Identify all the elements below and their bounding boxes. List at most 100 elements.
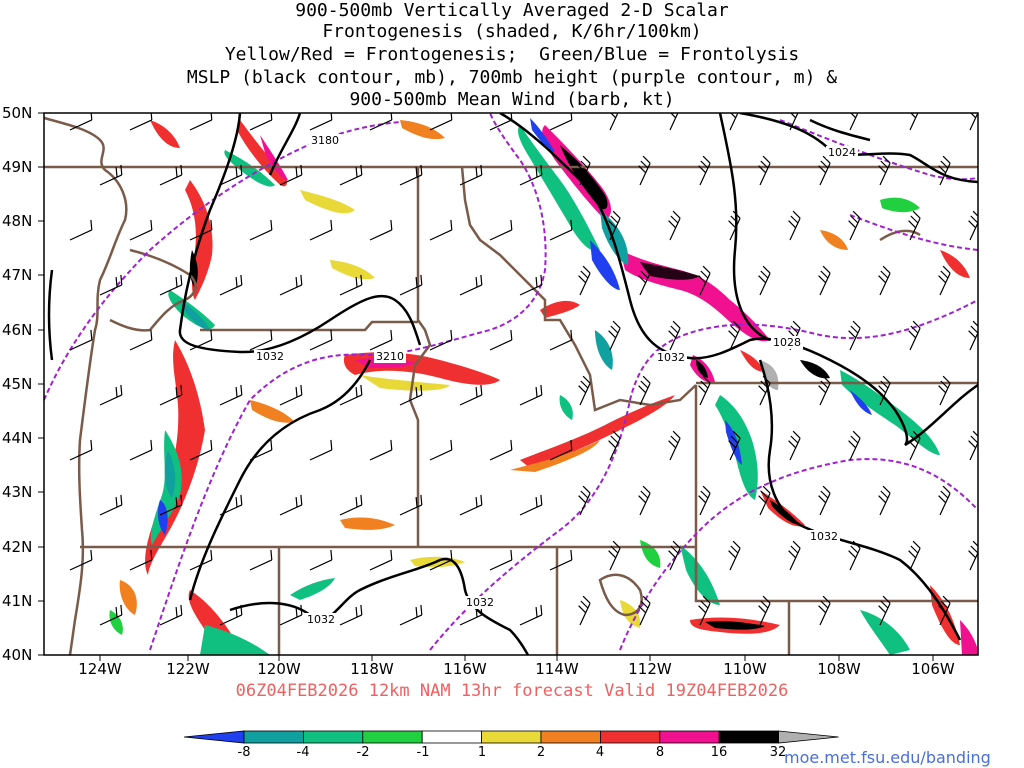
title-line-5: 900-500mb Mean Wind (barb, kt) (349, 89, 675, 110)
wind-barb-feather (762, 375, 771, 384)
wind-barb-feather (910, 325, 919, 334)
wind-barb-shaft (489, 449, 513, 461)
wind-barb-shaft (99, 174, 123, 186)
wind-barb-feather (580, 380, 589, 389)
wind-barb-feather (578, 385, 587, 394)
wind-barb-feather (535, 277, 538, 288)
wind-barb-shaft (579, 272, 591, 296)
wind-barb-feather (450, 549, 453, 560)
wind-barb-feather (728, 550, 737, 559)
wind-barb-shaft (789, 547, 801, 571)
wind-barb-feather (330, 549, 333, 560)
wind-barb-shaft (219, 614, 243, 626)
wind-barb-shaft (759, 162, 771, 186)
wind-barb-feather (852, 210, 861, 219)
wind-barb-shaft (759, 382, 771, 406)
wind-barb-feather (908, 220, 917, 229)
height-contours-700mb (44, 113, 978, 651)
wind-barb-feather (180, 604, 183, 615)
wind-barb-feather (762, 485, 771, 494)
wind-barb-feather (608, 220, 617, 229)
wind-barb-feather (480, 494, 483, 505)
wind-barb-feather (672, 320, 681, 329)
wind-barb-shaft (189, 339, 213, 351)
wind-barb-feather (698, 495, 707, 504)
source-credit[interactable]: moe.met.fsu.edu/banding (784, 748, 991, 767)
wind-barb-feather (578, 495, 587, 504)
wind-barb-feather (670, 435, 679, 444)
wind-barb-shaft (759, 492, 771, 516)
wind-barb-feather (668, 220, 677, 229)
wind-barb-shaft (459, 394, 483, 406)
wind-barb-shaft (189, 449, 213, 461)
wind-barb-feather (300, 604, 303, 615)
oregon-washington-border (200, 320, 418, 332)
wind-barb-feather (760, 270, 769, 279)
wind-barb-feather (938, 275, 947, 284)
wind-barb-shaft (579, 162, 591, 186)
wind-barb-shaft (849, 327, 861, 351)
wind-barb-feather (330, 113, 333, 120)
wind-barb-feather (758, 275, 767, 284)
wind-barb-feather (642, 155, 651, 164)
wind-barb-feather (857, 113, 858, 114)
wind-barb-feather (917, 113, 918, 114)
wind-barb-feather (475, 277, 478, 288)
wind-barb-shaft (429, 449, 453, 461)
wind-barb-feather (235, 387, 238, 398)
legend-tick-label: -1 (416, 745, 430, 760)
wind-barb-feather (115, 497, 118, 508)
mslp-contour-1032-east (758, 359, 962, 641)
wind-barb-shaft (159, 614, 183, 626)
wind-barb-shaft (639, 162, 651, 186)
contour-label-1024: 1024 (828, 146, 856, 159)
wind-barb-feather (617, 113, 618, 114)
wind-barb-feather (390, 549, 393, 560)
wind-barb-feather (415, 277, 418, 288)
wind-barb-shaft (669, 327, 681, 351)
wind-barb-shaft (219, 174, 243, 186)
wind-barb-feather (295, 277, 298, 288)
wind-barb-shaft (129, 449, 153, 461)
wind-barb-feather (175, 387, 178, 398)
wind-barb-feather (878, 275, 887, 284)
wind-barb-feather (848, 330, 857, 339)
wind-barb-feather (760, 160, 769, 169)
wind-barbs (69, 101, 978, 626)
wind-barb-feather (670, 325, 679, 334)
wind-barb-shaft (339, 174, 363, 186)
wind-barb-feather (540, 164, 543, 175)
wind-barb-shaft (549, 559, 573, 571)
wind-barb-feather (698, 605, 707, 614)
wyoming-border (694, 385, 978, 603)
wind-barb-shaft (489, 229, 513, 241)
wind-barb-shaft (189, 229, 213, 241)
wind-barb-shaft (279, 174, 303, 186)
wind-barb-feather (355, 277, 358, 288)
wind-barb-feather (790, 435, 799, 444)
wind-barb-feather (670, 215, 679, 224)
wind-barb-shaft (399, 394, 423, 406)
wind-barb-feather (728, 440, 737, 449)
wind-barb-shaft (969, 441, 978, 461)
lat-label-49n: 49N (2, 158, 33, 176)
wind-barb-feather (582, 595, 591, 604)
wind-barb-shaft (339, 394, 363, 406)
wind-barb-feather (913, 101, 920, 108)
wind-barb-feather (360, 604, 363, 615)
wind-barb-shaft (489, 339, 513, 351)
wind-barb-feather (415, 167, 418, 178)
contour-labels: 3180 3210 1024 1028 1032 1032 1032 1032 … (254, 134, 858, 626)
wind-barb-feather (612, 320, 621, 329)
wind-barb-feather (820, 600, 829, 609)
wind-barb-feather (450, 219, 453, 230)
wind-barb-feather (640, 270, 649, 279)
lat-label-45n: 45N (2, 375, 33, 393)
legend-tick-label: 8 (655, 745, 665, 760)
wind-barb-feather (880, 380, 889, 389)
wind-barb-feather (420, 604, 423, 615)
wind-barb-feather (700, 160, 709, 169)
wind-barb-shaft (819, 162, 831, 186)
wind-barb-feather (972, 430, 978, 437)
wind-barb-feather (580, 270, 589, 279)
